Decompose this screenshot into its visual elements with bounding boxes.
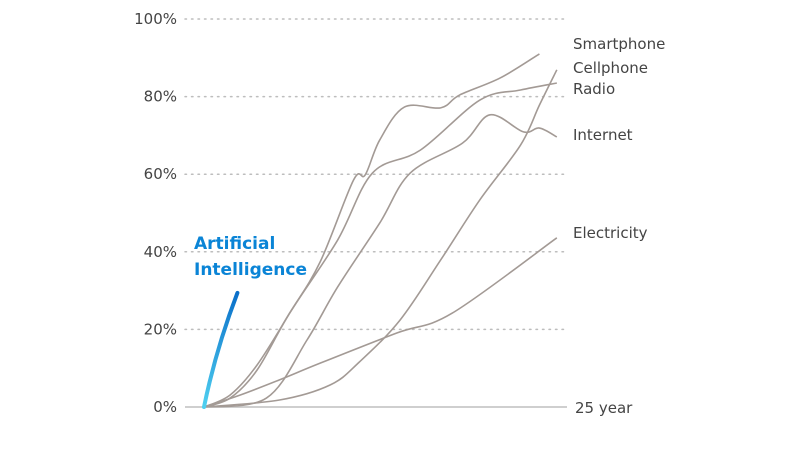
- y-tick-label: 80%: [144, 88, 177, 106]
- series-label-radio: Radio: [573, 80, 615, 98]
- y-tick-label: 40%: [144, 243, 177, 261]
- series-line-electricity: [203, 237, 558, 408]
- y-tick-label: 0%: [153, 398, 177, 416]
- series-line-smartphone: [203, 53, 540, 408]
- series-line-internet: [203, 114, 558, 408]
- series-label-internet: Internet: [573, 126, 633, 144]
- series-label-smartphone: Smartphone: [573, 35, 665, 53]
- series-label-electricity: Electricity: [573, 224, 648, 242]
- y-tick-label: 20%: [144, 320, 177, 338]
- series-label-cellphone: Cellphone: [573, 59, 648, 77]
- y-tick-label: 60%: [144, 165, 177, 183]
- series-line-radio: [203, 82, 557, 408]
- x-axis-end-label: 25 year: [575, 399, 633, 417]
- series-line-cellphone: [203, 69, 558, 408]
- ai-series-line: [202, 290, 240, 409]
- ai-label-line-1: Artificial: [194, 234, 275, 254]
- ai-label-line-2: Intelligence: [194, 260, 307, 280]
- y-tick-label: 100%: [134, 10, 177, 28]
